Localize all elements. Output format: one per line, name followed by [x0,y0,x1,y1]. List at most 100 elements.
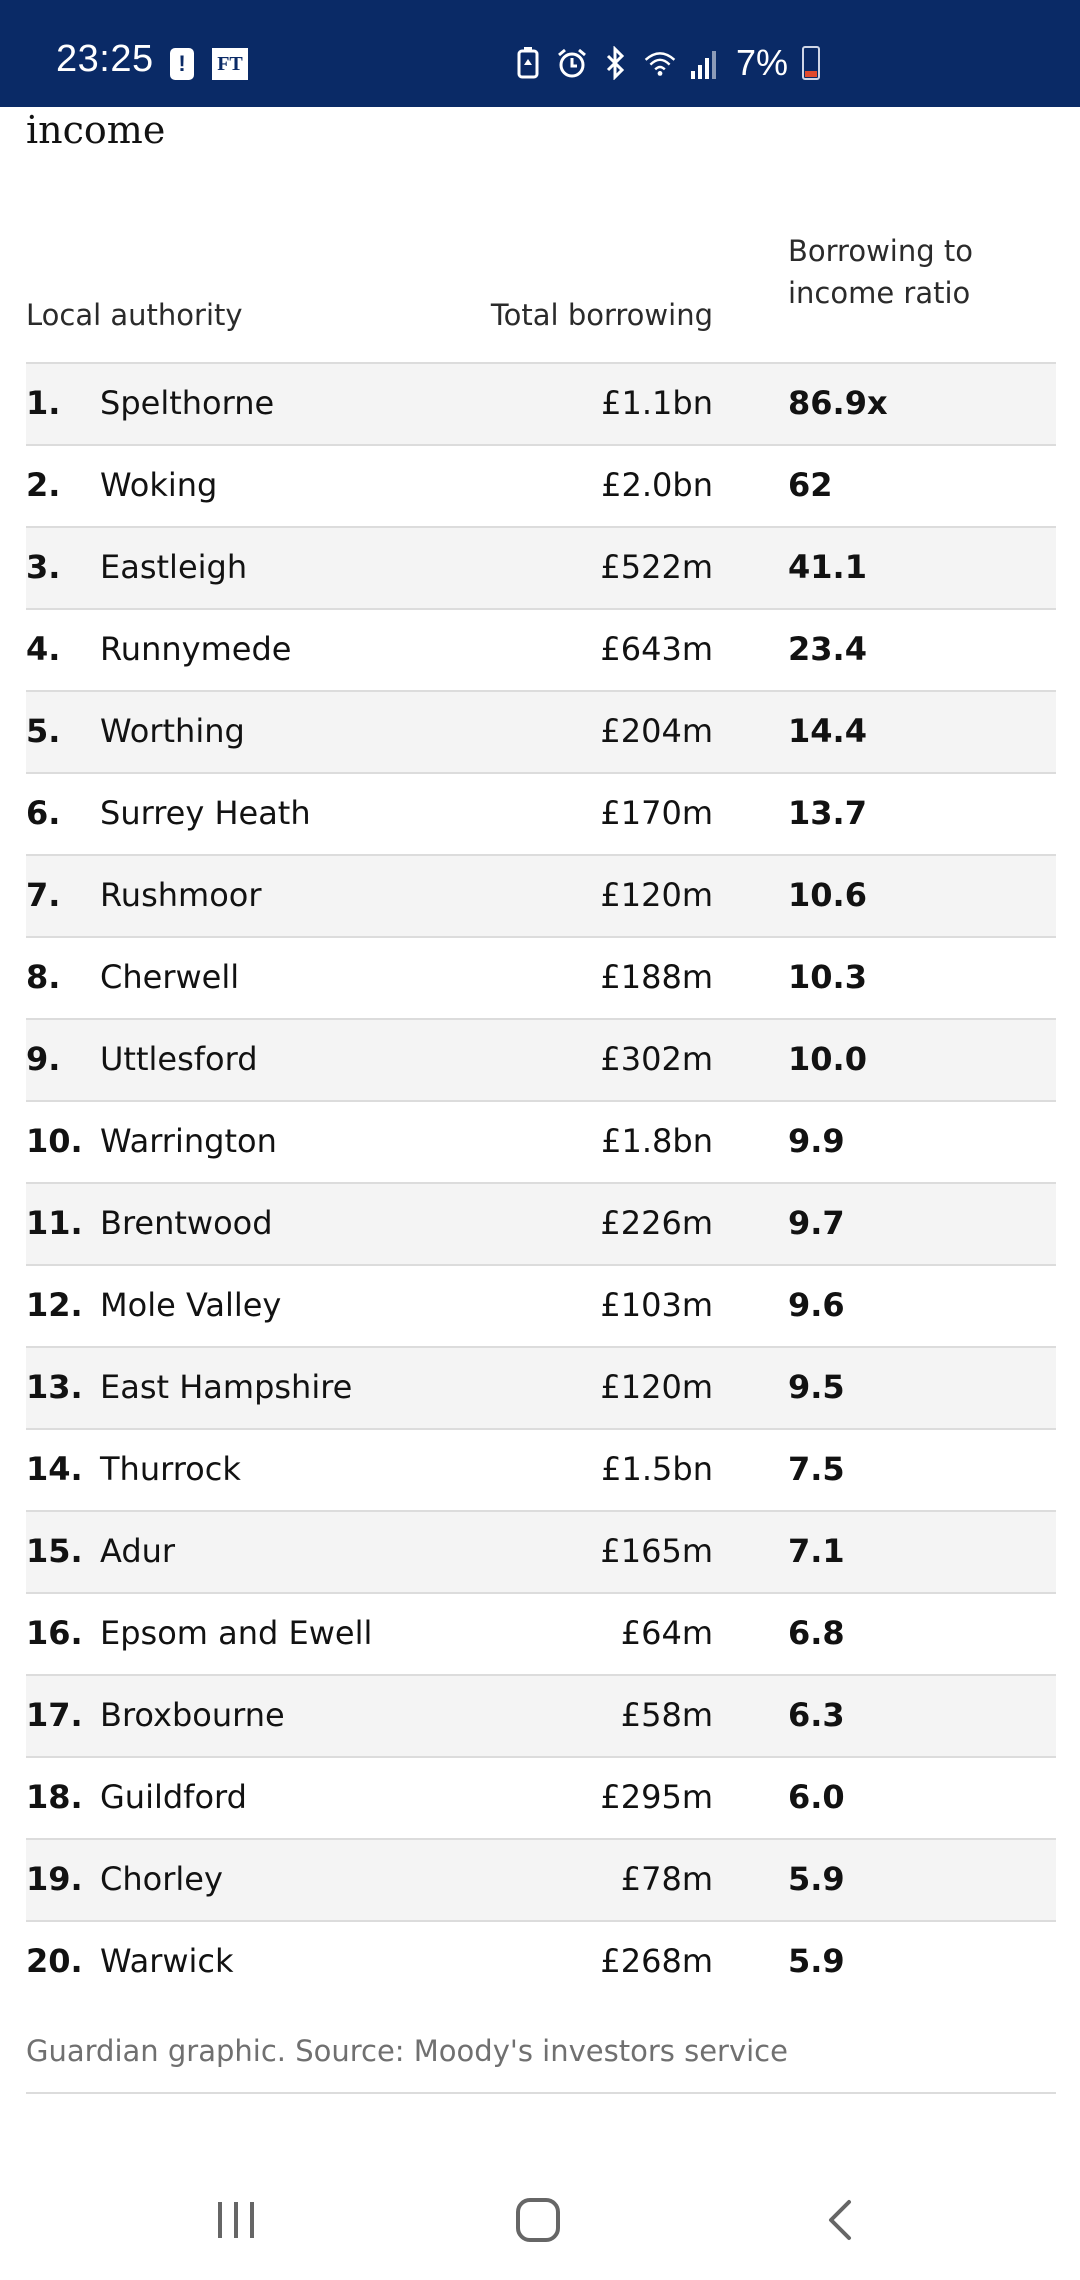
row-total-borrowing: £64m [620,1614,713,1652]
row-ratio: 7.5 [788,1450,845,1488]
table-row: 16. Epsom and Ewell £64m 6.8 [26,1592,1056,1674]
row-rank: 20. [26,1942,83,1980]
ft-icon: FT [212,48,248,80]
row-rank: 18. [26,1778,83,1816]
battery-percent: 7% [736,42,789,83]
row-local-authority: Warwick [100,1942,234,1980]
row-ratio: 6.8 [788,1614,845,1652]
row-local-authority: Mole Valley [100,1286,282,1324]
row-total-borrowing: £58m [620,1696,713,1734]
back-icon[interactable] [810,2190,870,2250]
row-total-borrowing: £1.1bn [601,384,713,422]
table-row: 5. Worthing £204m 14.4 [26,690,1056,772]
row-local-authority: Uttlesford [100,1040,258,1078]
table-row: 2. Woking £2.0bn 62 [26,444,1056,526]
borrowing-table: Local authority Total borrowing Borrowin… [26,226,1056,2002]
header-ratio-line1: Borrowing to [788,234,973,268]
row-rank: 15. [26,1532,83,1570]
header-ratio: Borrowing to income ratio [788,230,1056,314]
table-row: 3. Eastleigh £522m 41.1 [26,526,1056,608]
table-row: 7. Rushmoor £120m 10.6 [26,854,1056,936]
row-rank: 5. [26,712,61,750]
row-ratio: 13.7 [788,794,867,832]
row-rank: 1. [26,384,61,422]
row-local-authority: Broxbourne [100,1696,285,1734]
row-rank: 3. [26,548,61,586]
row-local-authority: Brentwood [100,1204,273,1242]
table-row: 17. Broxbourne £58m 6.3 [26,1674,1056,1756]
header-total-borrowing: Total borrowing [490,298,713,332]
row-rank: 14. [26,1450,83,1488]
row-total-borrowing: £188m [600,958,713,996]
row-total-borrowing: £1.8bn [601,1122,713,1160]
row-local-authority: Rushmoor [100,876,262,914]
table-row: 1. Spelthorne £1.1bn 86.9x [26,362,1056,444]
table-row: 12. Mole Valley £103m 9.6 [26,1264,1056,1346]
table-body: 1. Spelthorne £1.1bn 86.9x 2. Woking £2.0bn 62 3… [26,362,1056,2002]
home-icon[interactable] [508,2190,568,2250]
article-title-fragment: income [26,108,166,152]
row-local-authority: Chorley [100,1860,223,1898]
row-total-borrowing: £226m [600,1204,713,1242]
divider [26,2092,1056,2094]
row-local-authority: Adur [100,1532,176,1570]
row-ratio: 6.0 [788,1778,845,1816]
row-ratio: 23.4 [788,630,867,668]
table-row: 4. Runnymede £643m 23.4 [26,608,1056,690]
row-local-authority: East Hampshire [100,1368,353,1406]
table-row: 13. East Hampshire £120m 9.5 [26,1346,1056,1428]
row-local-authority: Guildford [100,1778,247,1816]
row-ratio: 41.1 [788,548,867,586]
row-total-borrowing: £522m [600,548,713,586]
row-ratio: 9.6 [788,1286,845,1324]
row-total-borrowing: £204m [600,712,713,750]
row-total-borrowing: £295m [600,1778,713,1816]
table-row: 18. Guildford £295m 6.0 [26,1756,1056,1838]
row-total-borrowing: £103m [600,1286,713,1324]
row-local-authority: Cherwell [100,958,240,996]
table-row: 14. Thurrock £1.5bn 7.5 [26,1428,1056,1510]
table-row: 15. Adur £165m 7.1 [26,1510,1056,1592]
table-row: 10. Warrington £1.8bn 9.9 [26,1100,1056,1182]
row-ratio: 9.5 [788,1368,845,1406]
table-row: 9. Uttlesford £302m 10.0 [26,1018,1056,1100]
row-rank: 11. [26,1204,83,1242]
status-bar: 23:25 ! FT 7% [0,0,1080,107]
header-local-authority: Local authority [26,298,243,332]
row-rank: 19. [26,1860,83,1898]
row-ratio: 7.1 [788,1532,845,1570]
row-rank: 8. [26,958,61,996]
row-local-authority: Warrington [100,1122,277,1160]
wifi-icon [644,45,676,81]
row-ratio: 9.7 [788,1204,845,1242]
alarm-icon [556,45,588,81]
row-ratio: 9.9 [788,1122,845,1160]
row-local-authority: Spelthorne [100,384,275,422]
table-row: 20. Warwick £268m 5.9 [26,1920,1056,2002]
row-total-borrowing: £2.0bn [601,466,713,504]
table-row: 8. Cherwell £188m 10.3 [26,936,1056,1018]
row-rank: 9. [26,1040,61,1078]
battery-icon [802,46,821,80]
row-ratio: 10.3 [788,958,867,996]
row-ratio: 10.6 [788,876,867,914]
row-total-borrowing: £165m [600,1532,713,1570]
row-rank: 12. [26,1286,83,1324]
table-row: 11. Brentwood £226m 9.7 [26,1182,1056,1264]
row-local-authority: Woking [100,466,218,504]
row-total-borrowing: £120m [600,1368,713,1406]
row-local-authority: Runnymede [100,630,292,668]
row-total-borrowing: £302m [600,1040,713,1078]
status-time: 23:25 [56,38,154,80]
row-rank: 2. [26,466,61,504]
row-ratio: 5.9 [788,1942,845,1980]
row-total-borrowing: £120m [600,876,713,914]
row-rank: 13. [26,1368,83,1406]
source-caption: Guardian graphic. Source: Moody's invest… [26,2034,788,2068]
battery-saver-icon [512,45,544,81]
row-rank: 16. [26,1614,83,1652]
row-rank: 7. [26,876,61,914]
recent-apps-icon[interactable] [206,2190,266,2250]
row-ratio: 10.0 [788,1040,867,1078]
row-rank: 4. [26,630,61,668]
